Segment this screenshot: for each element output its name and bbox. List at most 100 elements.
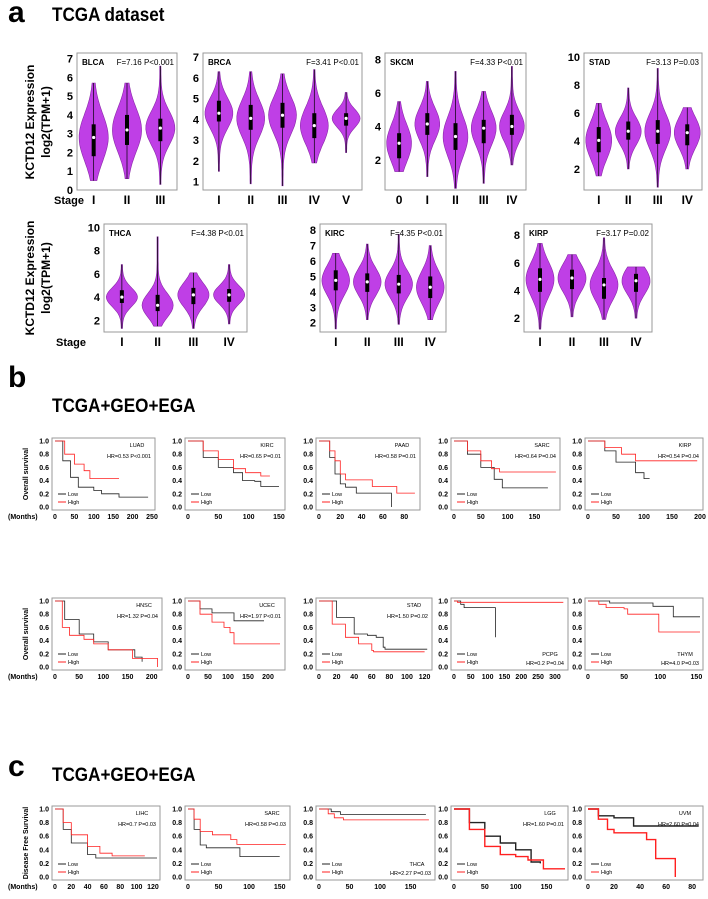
iqr-box xyxy=(397,133,402,159)
survival-curve-high xyxy=(454,600,564,603)
x-tick-label: 50 xyxy=(477,514,485,521)
x-tick-label: 50 xyxy=(71,514,79,521)
cancer-label: KIRP xyxy=(529,229,549,238)
x-tick-label: 80 xyxy=(688,884,696,891)
hr-p-label: HR=0.2 P=0.04 xyxy=(526,661,564,667)
cancer-label: THCA xyxy=(109,229,131,238)
hr-p-label: HR=4.0 P=0.03 xyxy=(661,661,699,667)
x-tick-label: 100 xyxy=(401,674,413,681)
stage-tick-label: I xyxy=(217,193,220,207)
x-tick-label: 100 xyxy=(243,884,255,891)
y-tick-label: 1 xyxy=(193,177,199,189)
x-tick-label: 0 xyxy=(586,514,590,521)
legend-label-low: Low xyxy=(332,862,342,868)
y-tick-label: 6 xyxy=(375,88,381,100)
stage-tick-label: III xyxy=(188,335,198,349)
cancer-label: LGG xyxy=(544,811,556,817)
km-plot-c-lgg: 0.0 0.2 0.4 0.6 0.8 1.0 0 50 100 150 LGG HR=1.60 P=… xyxy=(438,805,569,891)
x-tick-label: 150 xyxy=(122,674,134,681)
x-tick-label: 200 xyxy=(262,674,274,681)
legend-label-high: High xyxy=(467,870,478,876)
survival-curve-high xyxy=(319,440,415,494)
y-tick-label: 0.4 xyxy=(39,638,49,645)
y-tick-label: 1.0 xyxy=(303,599,313,606)
x-tick-label: 50 xyxy=(215,884,223,891)
median-point xyxy=(344,116,348,120)
median-point xyxy=(428,285,432,289)
y-tick-label: 4 xyxy=(375,122,382,134)
stage-tick-label: I xyxy=(334,335,337,349)
hr-p-label: HR=0.58 P=0.03 xyxy=(245,822,286,828)
y-tick-label: 0.6 xyxy=(572,465,582,472)
survival-curve-low xyxy=(188,808,280,857)
x-tick-label: 0 xyxy=(186,674,190,681)
x-tick-label: 0 xyxy=(452,514,456,521)
stage-tick-label: II xyxy=(124,193,131,207)
y-tick-label: 0.4 xyxy=(572,847,582,854)
y-tick-label: 2 xyxy=(574,164,580,176)
y-tick-label: 10 xyxy=(568,52,580,64)
median-point xyxy=(602,283,606,287)
y-axis-label: KCTD12 Expression xyxy=(23,221,37,336)
stat-label: F=4.33 P<0.01 xyxy=(470,58,523,67)
y-tick-label: 0.8 xyxy=(172,452,182,459)
survival-curve-high xyxy=(454,440,556,473)
x-tick-label: 0 xyxy=(317,884,321,891)
legend-label-low: Low xyxy=(68,652,78,658)
km-plot-b-thym: 0.0 0.2 0.4 0.6 0.8 1.0 0 50 100 150 THYM HR=4.0 P=… xyxy=(572,597,704,681)
cancer-label: HNSC xyxy=(136,603,152,609)
y-tick-label: 5 xyxy=(67,91,73,103)
x-tick-label: 100 xyxy=(654,674,666,681)
y-tick-label: 0.6 xyxy=(303,625,313,632)
x-tick-label: 100 xyxy=(131,884,143,891)
y-tick-label: 0.0 xyxy=(172,665,182,672)
x-tick-label: 20 xyxy=(67,884,75,891)
x-axis-label: (Months) xyxy=(8,884,38,891)
survival-curve-high xyxy=(319,600,425,653)
cancer-label: KIRC xyxy=(260,443,273,449)
y-tick-label: 4 xyxy=(310,287,317,299)
x-tick-label: 50 xyxy=(75,674,83,681)
median-point xyxy=(425,122,429,126)
x-tick-label: 150 xyxy=(273,514,285,521)
km-plot-b-ucec: 0.0 0.2 0.4 0.6 0.8 1.0 0 50 100 150 200 UCEC HR=1.9… xyxy=(172,597,286,681)
survival-curve-high xyxy=(588,600,700,633)
survival-curve-high xyxy=(188,440,270,477)
plot-frame xyxy=(315,597,433,671)
stage-tick-label: III xyxy=(277,193,287,207)
y-tick-label: 0.4 xyxy=(572,638,582,645)
y-tick-label: 8 xyxy=(310,225,316,237)
y-tick-label: 0.0 xyxy=(303,875,313,882)
plot-frame xyxy=(184,437,286,511)
legend-label-low: Low xyxy=(467,652,477,658)
legend-label-high: High xyxy=(68,660,79,666)
y-tick-label: 0.4 xyxy=(438,847,448,854)
median-point xyxy=(510,124,514,129)
y-tick-label: 0.0 xyxy=(172,875,182,882)
y-tick-label: 0.0 xyxy=(39,665,49,672)
km-plot-b-kirp: 0.0 0.2 0.4 0.6 0.8 1.0 0 50 100 150 200 KIRP HR=0.5… xyxy=(572,437,706,521)
plot-frame xyxy=(184,597,286,671)
y-tick-label: 0.8 xyxy=(438,612,448,619)
x-tick-label: 150 xyxy=(529,514,541,521)
stage-tick-label: I xyxy=(538,335,541,349)
median-point xyxy=(597,138,601,142)
legend-label-high: High xyxy=(201,870,212,876)
x-tick-label: 0 xyxy=(452,884,456,891)
x-tick-label: 40 xyxy=(636,884,644,891)
y-tick-label: 1.0 xyxy=(572,439,582,446)
cancer-label: UVM xyxy=(679,811,692,817)
hr-p-label: HR=0.7 P=0.03 xyxy=(118,822,156,828)
survival-curve-low xyxy=(188,440,279,487)
stage-tick-label: III xyxy=(155,193,165,207)
x-tick-label: 100 xyxy=(98,674,110,681)
x-tick-label: 0 xyxy=(53,514,57,521)
survival-curve-low xyxy=(319,600,428,650)
y-tick-label: 0.2 xyxy=(438,491,448,498)
plot-frame xyxy=(51,805,161,881)
median-point xyxy=(158,126,162,130)
stat-label: F=4.38 P<0.01 xyxy=(191,229,244,238)
